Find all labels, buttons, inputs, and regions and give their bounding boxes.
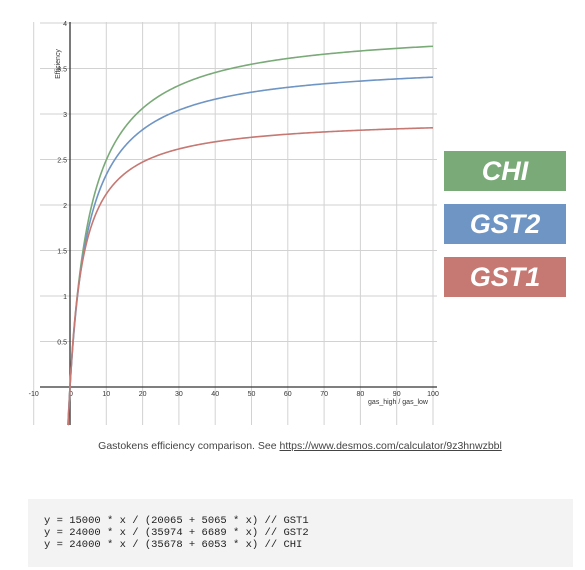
code-block: y = 15000 * x / (20065 + 5065 * x) // GS… xyxy=(28,499,573,567)
y-tick-label: 0.5 xyxy=(57,340,67,347)
x-tick-label: 70 xyxy=(320,391,328,398)
legend-gst1: GST1 xyxy=(444,257,566,297)
x-tick-label: 90 xyxy=(393,391,401,398)
legend-chi: CHI xyxy=(444,151,566,191)
y-tick-label: 2.5 xyxy=(57,158,67,165)
x-tick-label: 60 xyxy=(284,391,292,398)
y-tick-label: 1 xyxy=(63,294,67,301)
y-tick-label: 4 xyxy=(63,21,67,28)
chart-series xyxy=(67,45,434,426)
x-tick-label: 80 xyxy=(357,391,365,398)
x-tick-label: 10 xyxy=(102,391,110,398)
chart-axes xyxy=(40,22,437,425)
x-tick-label: 20 xyxy=(139,391,147,398)
efficiency-chart: -10 0 10 20 30 40 50 60 70 80 90 100 0.5 1 1.5 2 2.5 3 3.5… xyxy=(29,21,439,426)
x-tick-label: 0 xyxy=(69,391,73,398)
legend-gst2-label: GST2 xyxy=(469,208,541,239)
y-tick-label: 3.5 xyxy=(57,67,67,74)
code-line-gst1: y = 15000 * x / (20065 + 5065 * x) // GS… xyxy=(44,515,309,527)
legend-chi-label: CHI xyxy=(481,155,529,186)
x-tick-label: -10 xyxy=(29,391,39,398)
code-line-chi: y = 24000 * x / (35678 + 6053 * x) // CH… xyxy=(44,539,303,551)
desmos-link[interactable]: https://www.desmos.com/calculator/9z3hnw… xyxy=(279,440,502,452)
x-tick-label: 100 xyxy=(427,391,439,398)
legend-gst2: GST2 xyxy=(444,204,566,244)
y-tick-label: 2 xyxy=(63,203,67,210)
x-axis-label: gas_high / gas_low xyxy=(368,399,429,406)
chart-grid xyxy=(33,22,437,425)
x-tick-label: 40 xyxy=(211,391,219,398)
y-tick-label: 3 xyxy=(63,112,67,119)
chart-tick-labels: -10 0 10 20 30 40 50 60 70 80 90 100 0.5 1 1.5 2 2.5 3 3.5… xyxy=(29,21,439,398)
series-line-chi xyxy=(67,45,434,426)
code-line-gst2: y = 24000 * x / (35974 + 6689 * x) // GS… xyxy=(44,527,309,539)
y-axis-label: Efficiency xyxy=(55,49,62,79)
series-line-gst1 xyxy=(67,126,434,426)
caption-text: Gastokens efficiency comparison. See xyxy=(98,440,280,452)
x-tick-label: 30 xyxy=(175,391,183,398)
legend-gst1-label: GST1 xyxy=(469,261,541,292)
y-tick-label: 1.5 xyxy=(57,249,67,256)
figure-caption: Gastokens efficiency comparison. See htt… xyxy=(0,440,585,452)
x-tick-label: 50 xyxy=(248,391,256,398)
